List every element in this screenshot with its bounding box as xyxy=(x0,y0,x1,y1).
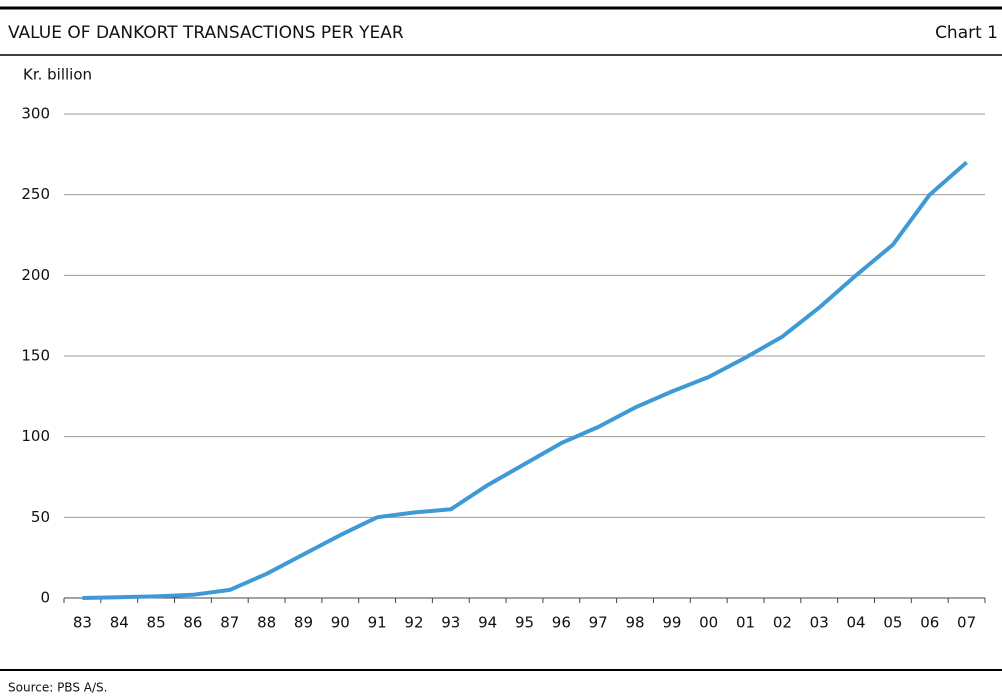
x-tick-label: 05 xyxy=(883,614,902,632)
x-tick-label: 93 xyxy=(441,614,460,632)
x-tick-label: 86 xyxy=(183,614,202,632)
x-tick-label: 06 xyxy=(920,614,939,632)
y-tick-label: 0 xyxy=(40,589,50,607)
x-tick-label: 07 xyxy=(957,614,976,632)
x-tick-label: 87 xyxy=(220,614,239,632)
x-tick-label: 85 xyxy=(147,614,166,632)
x-tick-label: 01 xyxy=(736,614,755,632)
source: Source: PBS A/S. xyxy=(8,681,107,695)
y-tick-label: 250 xyxy=(21,185,50,203)
x-tick-label: 92 xyxy=(404,614,423,632)
x-tick-label: 99 xyxy=(662,614,681,632)
y-tick-label: 50 xyxy=(31,508,50,526)
y-tick-label: 300 xyxy=(21,105,50,123)
x-tick-label: 03 xyxy=(810,614,829,632)
x-tick-label: 95 xyxy=(515,614,534,632)
x-tick-label: 91 xyxy=(368,614,387,632)
x-tick-label: 90 xyxy=(331,614,350,632)
x-tick-label: 02 xyxy=(773,614,792,632)
x-tick-label: 89 xyxy=(294,614,313,632)
x-tick-label: 83 xyxy=(73,614,92,632)
x-tick-label: 97 xyxy=(589,614,608,632)
y-tick-label: 200 xyxy=(21,266,50,284)
x-tick-label: 96 xyxy=(552,614,571,632)
x-tick-label: 98 xyxy=(625,614,644,632)
chart-title: VALUE OF DANKORT TRANSACTIONS PER YEAR xyxy=(8,23,404,43)
x-tick-label: 84 xyxy=(110,614,129,632)
chart-number: Chart 1 xyxy=(935,23,998,43)
x-tick-label: 94 xyxy=(478,614,497,632)
x-tick-label: 88 xyxy=(257,614,276,632)
y-tick-label: 150 xyxy=(21,347,50,365)
x-tick-label: 04 xyxy=(847,614,866,632)
y-tick-label: 100 xyxy=(21,427,50,445)
x-tick-label: 00 xyxy=(699,614,718,632)
y-axis-label: Kr. billion xyxy=(23,66,92,84)
data-line xyxy=(82,160,968,600)
